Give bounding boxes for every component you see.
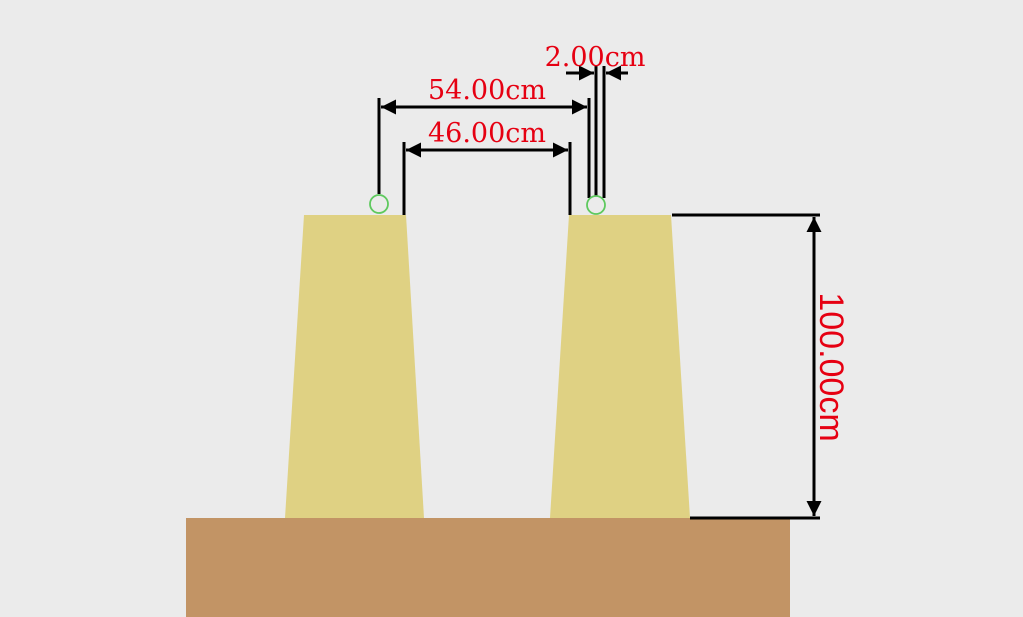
outer-span-label: 54.00cm [428,75,546,106]
small-offset-label: 2.00cm [545,42,646,73]
left-pillar [285,215,424,518]
height-label: 100.00cm [812,292,850,441]
right-pillar [550,215,690,518]
left-reference-marker [369,194,389,214]
right-reference-marker [586,195,606,215]
inner-gap-label: 46.00cm [428,118,546,149]
extension-lines [377,66,820,520]
ground-slab [186,518,790,617]
